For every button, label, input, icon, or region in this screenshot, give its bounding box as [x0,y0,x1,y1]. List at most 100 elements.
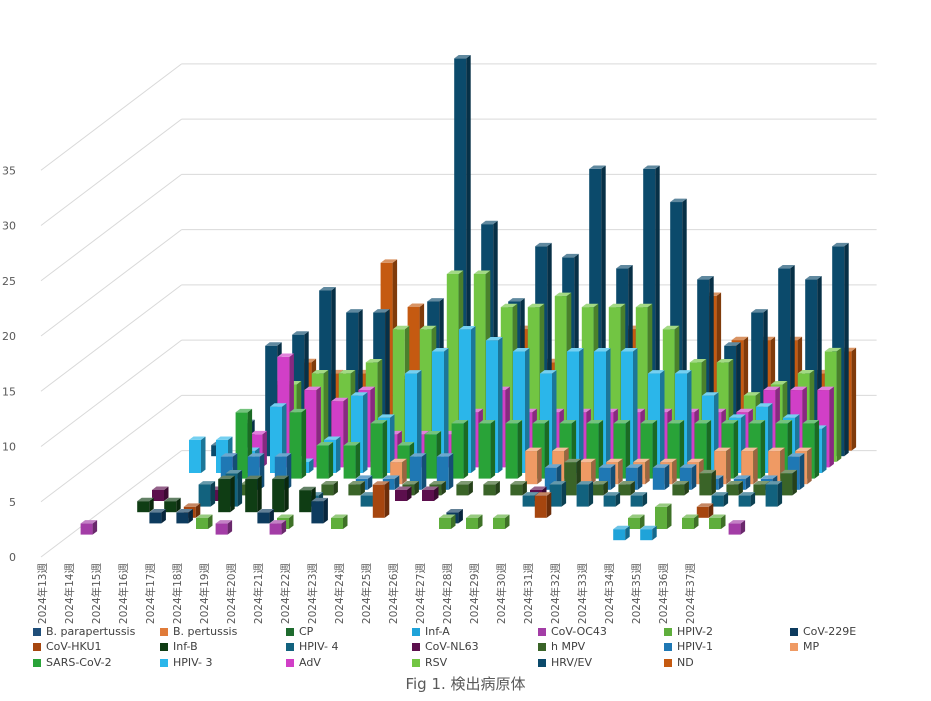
bar-hpiv-2-23 [682,514,699,529]
bar-hpiv-3-2 [189,436,206,473]
x-tick-label: 2024年15週 [90,563,103,625]
y-tick-label: 0 [9,551,16,564]
bar-hpiv-4-17 [549,481,567,507]
bar-h-mpv-13 [456,480,473,496]
x-tick-label: 2024年18週 [171,563,184,625]
bar-hpiv-2-24 [709,514,726,529]
bar-cov-nl63-2 [152,486,169,501]
bar-cov-nl63-12 [422,486,439,501]
bar-hpiv-4-18 [576,481,594,507]
bar-h-mpv-22 [699,469,716,496]
bar-hpiv-2-22 [655,503,672,529]
bar-inf-b-3 [164,497,181,513]
bar-sars-cov-2-8 [343,442,361,479]
bar-cov-oc43-6 [215,520,233,535]
bar-h-mpv-23 [726,480,743,496]
x-tick-label: 2024年17週 [144,563,157,625]
bar-hpiv-4-24 [738,492,756,507]
gridline-diagonal [40,173,182,282]
bar-hpiv-2-10 [331,514,348,529]
x-tick-label: 2024年37週 [684,563,697,625]
bar-h-mpv-8 [321,480,338,496]
bar-hpiv-4-4 [198,481,216,507]
bar-hpiv-4-23 [711,492,729,507]
bar-cov-oc43-1 [80,520,98,535]
bar-mp-17 [579,458,596,485]
bar-inf-b-7 [272,475,289,513]
y-tick-label: 35 [2,164,16,177]
bar-cov-229e-9 [311,497,328,524]
figure-caption: Fig 1. 検出病原体 [405,675,526,693]
y-axis-labels: 0 5 10 15 20 25 30 35 [2,164,16,564]
bar-sars-cov-2-13 [478,419,496,479]
x-tick-label: 2024年32週 [549,563,562,625]
x-tick-label: 2024年20週 [225,563,238,625]
bar-cov-hku1-11 [372,481,390,518]
x-tick-label: 2024年26週 [387,563,400,625]
bar-hpiv-4-20 [630,492,648,507]
bar-cov-oc43-25 [728,520,746,535]
x-tick-label: 2024年29週 [468,563,481,625]
gridline-diagonal [40,118,182,226]
x-tick-label: 2024年13週 [36,563,49,625]
gridline-diagonal [40,339,182,447]
x-tick-label: 2024年21週 [252,563,265,625]
bar-inf-b-8 [299,486,316,513]
x-tick-label: 2024年24週 [333,563,346,625]
gridline-diagonal [40,450,182,558]
bar-sars-cov-2-14 [505,419,523,479]
x-tick-label: 2024年36週 [657,563,670,625]
y-tick-label: 15 [2,385,16,398]
bar-inf-b-6 [245,475,262,513]
bar-h-mpv-14 [483,480,500,496]
y-tick-label: 5 [9,496,16,509]
bar-hpiv-4-19 [603,492,621,507]
bar-hpiv-2-16 [493,514,510,529]
x-tick-label: 2024年22週 [279,563,292,625]
bar-hpiv-1-20 [652,464,670,490]
bar-hpiv-1-5 [247,453,265,490]
bar-cov-229e-7 [257,508,274,524]
bar-h-mpv-15 [510,480,527,496]
bar-h-mpv-19 [618,480,635,496]
gridline-diagonal [40,229,182,337]
bar-inf-a-21 [613,525,630,541]
bar-h-mpv-9 [348,480,365,496]
y-tick-label: 20 [2,330,16,343]
bar-cov-oc43-8 [269,520,287,535]
x-tick-label: 2024年31週 [522,563,535,625]
y-tick-label: 10 [2,441,16,454]
bar-sars-cov-2-7 [316,442,334,479]
bar-hpiv-2-15 [466,514,483,529]
bar-hpiv-2-5 [196,514,213,529]
gridline-diagonal [40,63,182,171]
x-tick-label: 2024年34週 [603,563,616,625]
x-tick-label: 2024年19週 [198,563,211,625]
bar-sars-cov-2-4 [235,408,253,479]
bar-cov-229e-4 [176,508,193,524]
y-tick-label: 30 [2,220,16,233]
bar-hpiv-2-21 [628,514,645,529]
x-tick-label: 2024年30週 [495,563,508,625]
bar-h-mpv-18 [591,480,608,496]
x-tick-label: 2024年28週 [441,563,454,625]
bar-cov-229e-3 [149,508,166,524]
bar-inf-a-22 [640,525,657,541]
bar-hpiv-2-14 [439,514,456,529]
bar-sars-cov-2-6 [289,408,307,479]
x-tick-label: 2024年27週 [414,563,427,625]
bar-sars-cov-2-12 [451,419,469,479]
bar-h-mpv-21 [672,480,689,496]
x-tick-label: 2024年25週 [360,563,373,625]
x-tick-label: 2024年35週 [630,563,643,625]
x-tick-label: 2024年33週 [576,563,589,625]
x-tick-label: 2024年14週 [63,563,76,625]
gridline-diagonal [40,284,182,392]
bar-sars-cov-2-9 [370,419,388,479]
bar-mp-15 [525,447,542,485]
bar-cov-hku1-23 [696,503,714,518]
chart-bars [80,55,857,541]
bar-inf-b-5 [218,475,235,513]
y-tick-label: 25 [2,275,16,288]
